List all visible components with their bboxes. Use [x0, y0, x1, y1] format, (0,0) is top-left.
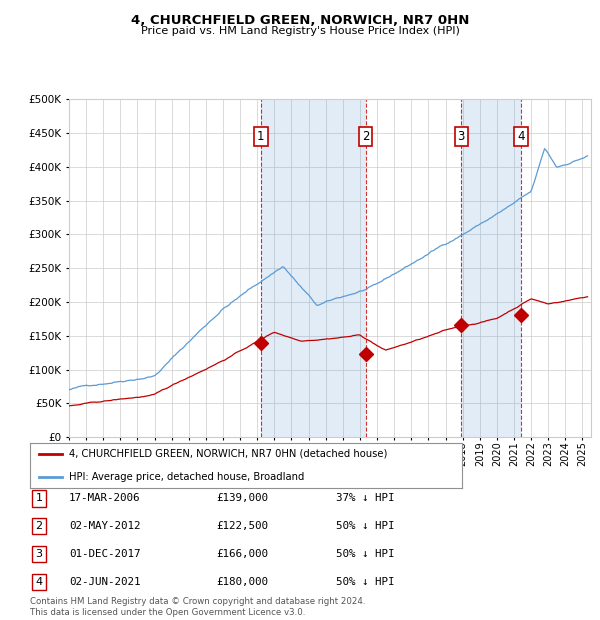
Text: 4: 4 — [517, 130, 525, 143]
Text: 01-DEC-2017: 01-DEC-2017 — [69, 549, 140, 559]
Text: 37% ↓ HPI: 37% ↓ HPI — [336, 494, 395, 503]
Text: 50% ↓ HPI: 50% ↓ HPI — [336, 549, 395, 559]
Text: £166,000: £166,000 — [216, 549, 268, 559]
Text: 4: 4 — [35, 577, 43, 587]
Text: 17-MAR-2006: 17-MAR-2006 — [69, 494, 140, 503]
Text: 3: 3 — [458, 130, 465, 143]
Text: Price paid vs. HM Land Registry's House Price Index (HPI): Price paid vs. HM Land Registry's House … — [140, 26, 460, 36]
Text: 02-JUN-2021: 02-JUN-2021 — [69, 577, 140, 587]
Text: £180,000: £180,000 — [216, 577, 268, 587]
Text: £122,500: £122,500 — [216, 521, 268, 531]
Text: £139,000: £139,000 — [216, 494, 268, 503]
Bar — [261, 99, 365, 437]
Text: 02-MAY-2012: 02-MAY-2012 — [69, 521, 140, 531]
Text: 4, CHURCHFIELD GREEN, NORWICH, NR7 0HN (detached house): 4, CHURCHFIELD GREEN, NORWICH, NR7 0HN (… — [69, 448, 387, 459]
Text: 3: 3 — [35, 549, 43, 559]
Bar — [461, 99, 521, 437]
Text: 1: 1 — [35, 494, 43, 503]
Text: Contains HM Land Registry data © Crown copyright and database right 2024.
This d: Contains HM Land Registry data © Crown c… — [30, 598, 365, 617]
Text: 1: 1 — [257, 130, 265, 143]
Text: 4, CHURCHFIELD GREEN, NORWICH, NR7 0HN: 4, CHURCHFIELD GREEN, NORWICH, NR7 0HN — [131, 14, 469, 27]
Text: HPI: Average price, detached house, Broadland: HPI: Average price, detached house, Broa… — [69, 472, 304, 482]
Text: 2: 2 — [35, 521, 43, 531]
Text: 50% ↓ HPI: 50% ↓ HPI — [336, 577, 395, 587]
Text: 50% ↓ HPI: 50% ↓ HPI — [336, 521, 395, 531]
Text: 2: 2 — [362, 130, 370, 143]
